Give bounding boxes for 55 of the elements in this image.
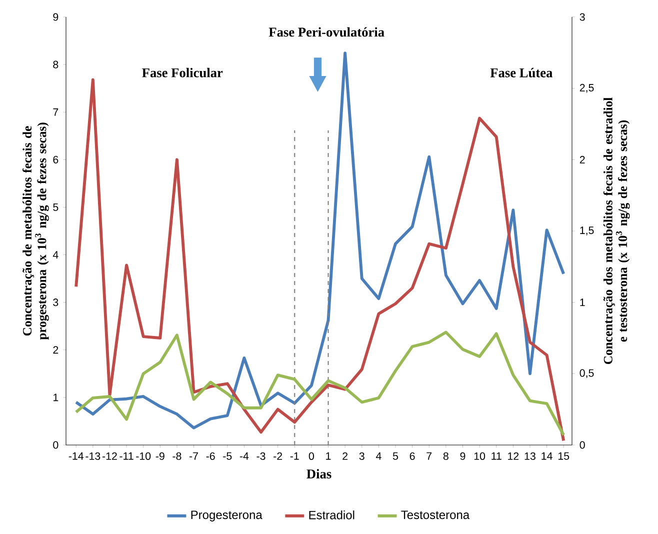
x-tick-label: 2 <box>342 452 348 460</box>
x-tick-label: -12 <box>102 452 117 460</box>
y-tick-label: 5 <box>53 203 58 211</box>
x-tick-label: 6 <box>410 452 415 460</box>
x-tick-label: 9 <box>460 452 466 460</box>
x-tick-label: -11 <box>120 452 134 460</box>
x-tick-label: 7 <box>426 452 432 460</box>
x-tick-label: -5 <box>223 452 232 460</box>
x-tick-label: 1 <box>326 452 331 460</box>
x-tick-label: -10 <box>136 452 151 460</box>
x-tick-label: 15 <box>558 452 570 460</box>
legend-label: Progesterona <box>191 510 262 522</box>
x-tick-label: 11 <box>492 452 502 460</box>
x-tick-label: 0 <box>308 452 314 460</box>
x-tick-label: -6 <box>206 452 215 460</box>
x-tick-label: -13 <box>86 452 100 460</box>
x-tick-label: -3 <box>256 452 266 460</box>
y-tick-label: 8 <box>53 60 58 68</box>
x-tick-label: -8 <box>172 452 182 460</box>
x-tick-label: -9 <box>156 452 164 460</box>
x-tick-label: -1 <box>290 452 299 460</box>
annotation: Fase Peri-ovulatória <box>268 27 384 37</box>
y-tick-label: 4 <box>52 251 58 258</box>
y-tick-label: 1 <box>54 394 58 402</box>
annotation: Fase Lútea <box>490 68 552 78</box>
x-tick-label: 14 <box>542 452 552 460</box>
annotation: Fase Folicular <box>142 68 223 78</box>
y2-tick-label: 2 <box>580 156 585 164</box>
y-tick-label: 0 <box>53 441 58 449</box>
x-tick-label: 13 <box>524 452 536 460</box>
x-tick-label: 12 <box>508 452 519 460</box>
y-tick-label: 7 <box>53 108 58 116</box>
x-tick-label: 10 <box>474 452 486 460</box>
y-tick-label: 3 <box>53 298 58 306</box>
x-tick-label: 4 <box>376 452 382 460</box>
x-tick-label: -7 <box>190 452 198 460</box>
y2-tick-label: 1 <box>580 298 585 306</box>
y-tick-label: 9 <box>53 13 58 21</box>
x-tick-label: 5 <box>392 452 398 460</box>
x-axis-title: Dias <box>306 469 332 478</box>
x-tick-label: -4 <box>240 452 249 460</box>
line-series <box>74 330 566 436</box>
x-tick-label: -2 <box>274 452 282 460</box>
y-tick-label: 2 <box>53 346 58 354</box>
y2-tick-label: 0 <box>580 441 585 449</box>
legend-label: Estradiol <box>309 510 354 520</box>
y-tick-label: 6 <box>53 156 58 164</box>
x-tick-label: 3 <box>359 452 364 460</box>
legend-label: Testosterona <box>401 510 470 520</box>
y2-tick-label: 1,5 <box>580 226 594 236</box>
x-tick-label: 8 <box>443 452 448 460</box>
y2-tick-label: 0,5 <box>580 369 594 378</box>
y2-tick-label: 3 <box>580 13 585 21</box>
x-tick-label: -14 <box>68 452 84 460</box>
y2-tick-label: 2,5 <box>580 84 594 93</box>
